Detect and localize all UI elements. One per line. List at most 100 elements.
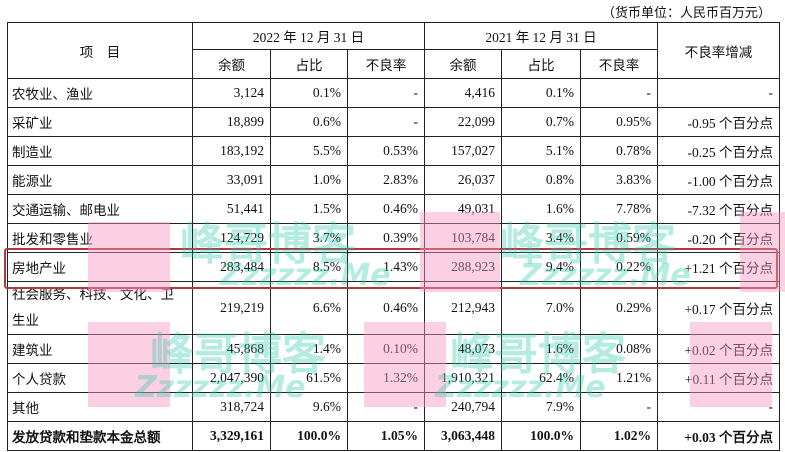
cell-npl-change: -7.32 个百分点: [657, 194, 780, 224]
row-item-label: 能源业: [7, 165, 193, 195]
cell-balance-2022: 318,724: [192, 392, 271, 422]
row-item-label: 制造业: [7, 136, 193, 166]
row-item-label: 建筑业: [7, 334, 193, 364]
cell-npl-2021: 0.29%: [580, 281, 658, 335]
cell-balance-2022: 3,124: [192, 78, 271, 108]
cell-balance-2021: 1,910,321: [424, 363, 502, 393]
cell-share-2021: 3.4%: [501, 223, 581, 253]
cell-npl-2021: 3.83%: [580, 165, 658, 195]
table-row: 房地产业 283,484 8.5% 1.43% 288,923 9.4% 0.22% +1.2…: [7, 252, 780, 282]
header-npl-change: 不良率增减: [657, 22, 780, 79]
cell-npl-2021: 0.78%: [580, 136, 658, 166]
cell-balance-2022: 18,899: [192, 107, 271, 137]
cell-share-2021: 100.0%: [501, 421, 581, 451]
cell-share-2022: 0.6%: [270, 107, 348, 137]
row-item-label: 个人贷款: [7, 363, 193, 393]
cell-npl-2021: 1.21%: [580, 363, 658, 393]
cell-balance-2021: 26,037: [424, 165, 502, 195]
cell-npl-2022: 0.46%: [347, 194, 425, 224]
cell-share-2022: 1.0%: [270, 165, 348, 195]
row-item-label: 其他: [7, 392, 193, 422]
header-2022: 2022 年 12 月 31 日: [192, 22, 425, 50]
cell-share-2021: 7.0%: [501, 281, 581, 335]
cell-share-2022: 100.0%: [270, 421, 348, 451]
cell-npl-2021: -: [580, 78, 658, 108]
cell-balance-2022: 2,047,390: [192, 363, 271, 393]
row-item-label: 批发和零售业: [7, 223, 193, 253]
header-share-2022: 占比: [270, 49, 348, 79]
row-item-label: 发放贷款和垫款本金总额: [7, 421, 193, 451]
cell-npl-change: -1.00 个百分点: [657, 165, 780, 195]
row-item-label: 交通运输、邮电业: [7, 194, 193, 224]
header-item: 项 目: [7, 22, 193, 79]
cell-balance-2022: 124,729: [192, 223, 271, 253]
cell-share-2021: 1.6%: [501, 334, 581, 364]
table-row: 制造业 183,192 5.5% 0.53% 157,027 5.1% 0.78% -0.25…: [7, 136, 780, 166]
cell-balance-2021: 4,416: [424, 78, 502, 108]
cell-share-2022: 3.7%: [270, 223, 348, 253]
header-2021: 2021 年 12 月 31 日: [424, 22, 658, 50]
cell-balance-2022: 3,329,161: [192, 421, 271, 451]
table-row: 社会服务、科技、文化、卫生业 219,219 6.6% 0.46% 212,943 7.0…: [7, 281, 780, 335]
cell-balance-2022: 283,484: [192, 252, 271, 282]
cell-npl-2021: 7.78%: [580, 194, 658, 224]
cell-npl-change: -: [657, 78, 780, 108]
cell-npl-2022: -: [347, 78, 425, 108]
cell-npl-change: +0.02 个百分点: [657, 334, 780, 364]
cell-npl-2022: 0.53%: [347, 136, 425, 166]
cell-share-2022: 9.6%: [270, 392, 348, 422]
cell-balance-2021: 212,943: [424, 281, 502, 335]
table-row: 能源业 33,091 1.0% 2.83% 26,037 0.8% 3.83% -1.00 个…: [7, 165, 780, 195]
cell-share-2021: 9.4%: [501, 252, 581, 282]
cell-npl-2022: 1.43%: [347, 252, 425, 282]
cell-npl-2022: -: [347, 392, 425, 422]
cell-npl-2021: 0.22%: [580, 252, 658, 282]
cell-balance-2021: 103,784: [424, 223, 502, 253]
cell-share-2022: 61.5%: [270, 363, 348, 393]
cell-npl-2021: 0.59%: [580, 223, 658, 253]
cell-npl-change: +0.17 个百分点: [657, 281, 780, 335]
cell-share-2021: 62.4%: [501, 363, 581, 393]
cell-balance-2021: 49,031: [424, 194, 502, 224]
cell-npl-2021: 0.95%: [580, 107, 658, 137]
cell-npl-2022: 0.39%: [347, 223, 425, 253]
header-npl-2022: 不良率: [347, 49, 425, 79]
cell-npl-2021: -: [580, 392, 658, 422]
row-item-label: 房地产业: [7, 252, 193, 282]
cell-share-2021: 7.9%: [501, 392, 581, 422]
cell-npl-2022: 1.05%: [347, 421, 425, 451]
cell-share-2021: 5.1%: [501, 136, 581, 166]
cell-npl-2022: 0.46%: [347, 281, 425, 335]
cell-share-2022: 1.5%: [270, 194, 348, 224]
cell-npl-change: +1.21 个百分点: [657, 252, 780, 282]
cell-balance-2021: 22,099: [424, 107, 502, 137]
header-balance-2022: 余额: [192, 49, 271, 79]
cell-npl-change: -0.20 个百分点: [657, 223, 780, 253]
cell-share-2021: 0.7%: [501, 107, 581, 137]
cell-npl-change: +0.03 个百分点: [657, 421, 780, 451]
table-row: 采矿业 18,899 0.6% -22,099 0.7% 0.95% -0.95 个百分点: [7, 107, 780, 137]
cell-npl-2022: 1.32%: [347, 363, 425, 393]
table-row: 农牧业、渔业 3,124 0.1% -4,416 0.1% - -: [7, 78, 780, 108]
cell-share-2022: 5.5%: [270, 136, 348, 166]
header-balance-2021: 余额: [424, 49, 502, 79]
cell-balance-2021: 3,063,448: [424, 421, 502, 451]
cell-npl-2021: 0.08%: [580, 334, 658, 364]
cell-share-2021: 0.1%: [501, 78, 581, 108]
cell-balance-2022: 33,091: [192, 165, 271, 195]
cell-share-2022: 6.6%: [270, 281, 348, 335]
cell-balance-2021: 48,073: [424, 334, 502, 364]
currency-unit-note: （货币单位：人民币百万元）: [601, 5, 771, 20]
cell-npl-2021: 1.02%: [580, 421, 658, 451]
loan-industry-table: 项 目 2022 年 12 月 31 日 2021 年 12 月 31 日 不良…: [7, 22, 780, 451]
cell-npl-2022: -: [347, 107, 425, 137]
cell-npl-change: -0.25 个百分点: [657, 136, 780, 166]
cell-balance-2022: 45,868: [192, 334, 271, 364]
total-row: 发放贷款和垫款本金总额 3,329,161 100.0% 1.05% 3,063,448…: [7, 421, 780, 451]
header-share-2021: 占比: [501, 49, 581, 79]
table-row: 批发和零售业 124,729 3.7% 0.39% 103,784 3.4% 0.59% -0…: [7, 223, 780, 253]
cell-share-2022: 8.5%: [270, 252, 348, 282]
cell-npl-change: -: [657, 392, 780, 422]
cell-npl-change: +0.11 个百分点: [657, 363, 780, 393]
cell-balance-2021: 157,027: [424, 136, 502, 166]
